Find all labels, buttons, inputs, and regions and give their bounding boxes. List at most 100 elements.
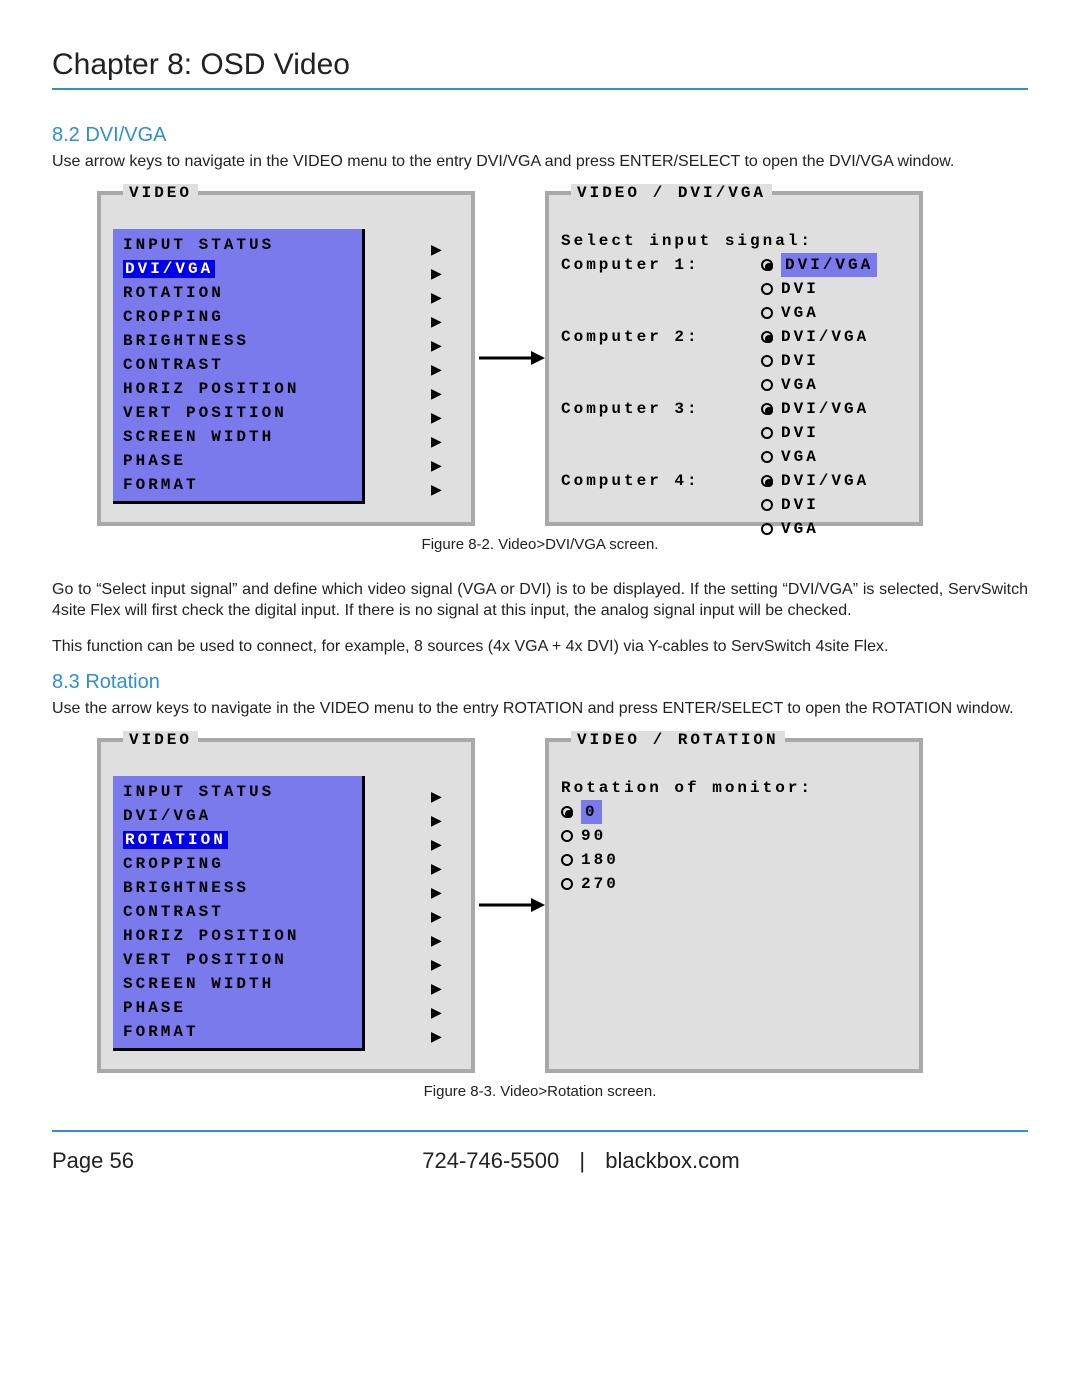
osd-menu-item[interactable]: INPUT STATUS — [113, 780, 362, 804]
osd-menu-item[interactable]: BRIGHTNESS — [113, 329, 362, 353]
submenu-arrow-icon: ▶ — [431, 880, 442, 904]
signal-option-label: VGA — [781, 373, 819, 397]
osd-menu-item[interactable]: VERT POSITION — [113, 401, 362, 425]
osd-video-menu-2-arrows: ▶▶▶▶▶▶▶▶▶▶▶ — [431, 784, 442, 1048]
submenu-arrow-icon: ▶ — [431, 784, 442, 808]
signal-option-row[interactable]: VGA — [561, 301, 907, 325]
page-number: Page 56 — [52, 1148, 134, 1174]
signal-option-label: VGA — [781, 301, 819, 325]
computer-label: Computer 4: — [561, 469, 761, 493]
submenu-arrow-icon: ▶ — [431, 1024, 442, 1048]
osd-menu-item-label: SCREEN WIDTH — [123, 428, 274, 446]
radio-icon — [761, 475, 773, 487]
osd-menu-item[interactable]: DVI/VGA — [113, 804, 362, 828]
osd-menu-item-label: BRIGHTNESS — [123, 332, 249, 350]
osd-menu-item[interactable]: DVI/VGA — [113, 257, 362, 281]
submenu-arrow-icon: ▶ — [431, 357, 442, 381]
submenu-arrow-icon: ▶ — [431, 477, 442, 501]
osd-rotation-panel: VIDEO / ROTATION Rotation of monitor: 09… — [545, 738, 923, 1073]
signal-option-row[interactable]: DVI — [561, 421, 907, 445]
osd-dvivga-panel: VIDEO / DVI/VGA Select input signal: Com… — [545, 191, 923, 526]
submenu-arrow-icon: ▶ — [431, 832, 442, 856]
section-83-heading: 8.3 Rotation — [52, 671, 1028, 694]
osd-menu-item-label: ROTATION — [123, 831, 228, 849]
radio-icon — [761, 379, 773, 391]
osd-menu-item[interactable]: HORIZ POSITION — [113, 924, 362, 948]
osd-menu-item[interactable]: PHASE — [113, 996, 362, 1020]
signal-option-label: DVI/VGA — [781, 469, 869, 493]
rotation-option-row[interactable]: 0 — [561, 800, 907, 824]
signal-option-row[interactable]: Computer 3:DVI/VGA — [561, 397, 907, 421]
osd-menu-item[interactable]: PHASE — [113, 449, 362, 473]
osd-menu-item-label: CROPPING — [123, 855, 224, 873]
signal-option-row[interactable]: Computer 1:DVI/VGA — [561, 253, 907, 277]
rotation-option-list: 090180270 — [561, 800, 907, 896]
submenu-arrow-icon: ▶ — [431, 928, 442, 952]
osd-menu-item[interactable]: FORMAT — [113, 1020, 362, 1044]
computer-label: Computer 3: — [561, 397, 761, 421]
signal-option-row[interactable]: Computer 4: DVI/VGA — [561, 469, 907, 493]
radio-icon — [761, 427, 773, 439]
osd-menu-item[interactable]: HORIZ POSITION — [113, 377, 362, 401]
osd-menu-item-label: INPUT STATUS — [123, 236, 274, 254]
osd-menu-item-label: PHASE — [123, 999, 186, 1017]
rotation-option-row[interactable]: 180 — [561, 848, 907, 872]
osd-menu-item[interactable]: FORMAT — [113, 473, 362, 497]
signal-option-row[interactable]: VGA — [561, 445, 907, 469]
osd-menu-item-label: DVI/VGA — [123, 807, 211, 825]
signal-option-row[interactable]: VGA — [561, 373, 907, 397]
radio-icon — [761, 331, 773, 343]
signal-option-row[interactable]: DVI — [561, 349, 907, 373]
signal-option-row[interactable]: DVI — [561, 277, 907, 301]
osd-menu-item[interactable]: ROTATION — [113, 281, 362, 305]
osd-menu-item-label: FORMAT — [123, 476, 199, 494]
osd-menu-item-label: HORIZ POSITION — [123, 380, 299, 398]
submenu-arrow-icon: ▶ — [431, 1000, 442, 1024]
computer-label: Computer 2: — [561, 325, 761, 349]
osd-menu-item-label: VERT POSITION — [123, 951, 287, 969]
osd-menu-item[interactable]: CROPPING — [113, 852, 362, 876]
submenu-arrow-icon: ▶ — [431, 405, 442, 429]
rotation-option-row[interactable]: 90 — [561, 824, 907, 848]
osd-menu-item[interactable]: SCREEN WIDTH — [113, 425, 362, 449]
osd-menu-item[interactable]: ROTATION — [113, 828, 362, 852]
submenu-arrow-icon: ▶ — [431, 429, 442, 453]
rotation-option-row[interactable]: 270 — [561, 872, 907, 896]
radio-icon — [761, 403, 773, 415]
section-82-para3: This function can be used to connect, fo… — [52, 636, 1028, 658]
rotation-option-label: 0 — [581, 800, 602, 824]
osd-menu-item-label: CONTRAST — [123, 903, 224, 921]
osd-rotation-title: VIDEO / ROTATION — [571, 731, 785, 749]
connector-arrow-icon — [475, 348, 545, 368]
osd-menu-item-label: BRIGHTNESS — [123, 879, 249, 897]
osd-menu-item[interactable]: BRIGHTNESS — [113, 876, 362, 900]
submenu-arrow-icon: ▶ — [431, 381, 442, 405]
figure-8-3: VIDEO INPUT STATUSDVI/VGAROTATIONCROPPIN… — [97, 738, 1028, 1073]
signal-option-label: DVI — [781, 277, 819, 301]
signal-option-row[interactable]: DVI — [561, 493, 907, 517]
osd-menu-item[interactable]: CONTRAST — [113, 353, 362, 377]
select-input-signal-heading: Select input signal: — [561, 229, 907, 253]
osd-dvivga-title: VIDEO / DVI/VGA — [571, 184, 772, 202]
rotation-heading: Rotation of monitor: — [561, 776, 907, 800]
osd-menu-item[interactable]: CONTRAST — [113, 900, 362, 924]
osd-menu-item[interactable]: VERT POSITION — [113, 948, 362, 972]
radio-icon — [761, 307, 773, 319]
computer-signal-list: Computer 1:DVI/VGADVIVGAComputer 2:DVI/V… — [561, 253, 907, 541]
footer-rule — [52, 1130, 1028, 1132]
submenu-arrow-icon: ▶ — [431, 285, 442, 309]
radio-icon — [561, 830, 573, 842]
osd-video-menu: VIDEO INPUT STATUSDVI/VGAROTATIONCROPPIN… — [97, 191, 475, 526]
osd-menu-item-label: HORIZ POSITION — [123, 927, 299, 945]
osd-menu-item[interactable]: INPUT STATUS — [113, 233, 362, 257]
signal-option-row[interactable]: VGA — [561, 517, 907, 541]
radio-icon — [561, 878, 573, 890]
osd-menu-item-label: VERT POSITION — [123, 404, 287, 422]
radio-icon — [761, 499, 773, 511]
footer-separator: | — [579, 1148, 585, 1173]
osd-menu-item[interactable]: SCREEN WIDTH — [113, 972, 362, 996]
osd-menu-item[interactable]: CROPPING — [113, 305, 362, 329]
osd-menu-item-label: ROTATION — [123, 284, 224, 302]
signal-option-row[interactable]: Computer 2:DVI/VGA — [561, 325, 907, 349]
rotation-option-label: 270 — [581, 872, 619, 896]
